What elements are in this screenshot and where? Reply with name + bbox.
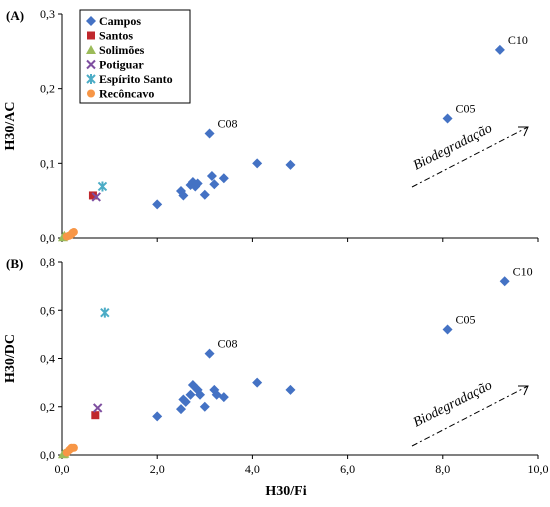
x-tick-label: 0,0 bbox=[55, 462, 70, 476]
legend-label: Potiguar bbox=[99, 58, 144, 72]
data-point bbox=[69, 228, 78, 237]
legend-box bbox=[79, 9, 191, 104]
point-annotation: C05 bbox=[456, 313, 476, 327]
x-tick-label: 8,0 bbox=[435, 462, 450, 476]
chart-panel-b: 0,0 0,2 0,4 0,6 0,8 0,0 2,0 4,0 6,0 8,0 10,0 (B) H30… bbox=[3, 255, 549, 499]
series-santos bbox=[91, 411, 100, 420]
data-point bbox=[204, 348, 215, 359]
x-tick-label: 10,0 bbox=[528, 462, 549, 476]
series-santos bbox=[88, 191, 97, 200]
series-reconcavo bbox=[62, 228, 78, 241]
series-campos bbox=[152, 44, 505, 210]
trend-arrow-line bbox=[411, 126, 529, 188]
trend-arrow-head bbox=[518, 126, 529, 137]
y-tick-label: 0,3 bbox=[40, 7, 55, 21]
data-point bbox=[192, 178, 203, 189]
data-point bbox=[252, 158, 263, 169]
y-tick-label: 0,2 bbox=[40, 400, 55, 414]
legend-marker bbox=[86, 59, 96, 70]
legend-label: Recôncavo bbox=[99, 87, 154, 101]
y-tick-label: 0,4 bbox=[40, 352, 55, 366]
data-point bbox=[195, 389, 206, 400]
legend-marker bbox=[87, 89, 95, 98]
x-axis-label: H30/Fi bbox=[265, 484, 306, 499]
series-potiguar bbox=[91, 192, 101, 202]
series-campos bbox=[152, 276, 510, 422]
data-point bbox=[100, 307, 110, 318]
y-axis-label: H30/AC bbox=[3, 102, 18, 151]
series-potiguar bbox=[92, 403, 103, 413]
panel-label: (B) bbox=[6, 256, 23, 271]
data-point bbox=[176, 404, 186, 415]
data-point bbox=[152, 199, 163, 210]
legend-label: Campos bbox=[99, 14, 141, 28]
data-point bbox=[97, 181, 108, 192]
data-point bbox=[199, 189, 210, 200]
data-point bbox=[499, 276, 510, 287]
y-tick-label: 0,2 bbox=[40, 82, 55, 96]
legend-marker bbox=[86, 45, 96, 54]
data-point bbox=[185, 389, 196, 400]
data-point bbox=[206, 171, 217, 182]
panel-label: (A) bbox=[6, 8, 24, 23]
y-tick-label: 0,0 bbox=[40, 448, 55, 462]
data-point bbox=[209, 179, 220, 190]
data-point bbox=[178, 190, 189, 201]
x-tick-label: 2,0 bbox=[150, 462, 165, 476]
legend-marker bbox=[86, 74, 96, 84]
data-point bbox=[88, 191, 97, 200]
series-reconcavo bbox=[62, 443, 78, 457]
data-point bbox=[92, 403, 103, 413]
point-annotation: C08 bbox=[218, 337, 238, 351]
trend-arrow-line bbox=[411, 385, 529, 447]
trend-arrow-head bbox=[518, 385, 529, 396]
data-point bbox=[69, 443, 78, 452]
y-axis-label: H30/DC bbox=[3, 334, 18, 383]
y-tick-label: 0,8 bbox=[40, 255, 55, 269]
legend-marker bbox=[86, 16, 96, 26]
x-tick-label: 4,0 bbox=[245, 462, 260, 476]
data-point bbox=[285, 159, 296, 170]
point-annotation: C08 bbox=[218, 116, 238, 130]
legend-marker bbox=[87, 31, 95, 40]
data-point bbox=[199, 401, 210, 412]
data-point bbox=[494, 44, 505, 55]
data-point bbox=[285, 384, 296, 395]
data-point bbox=[218, 392, 229, 403]
y-tick-label: 0,1 bbox=[40, 156, 55, 170]
point-annotation: C10 bbox=[513, 264, 533, 278]
legend-label: Santos bbox=[99, 29, 133, 43]
point-annotation: C05 bbox=[456, 102, 476, 116]
data-point bbox=[91, 411, 100, 420]
data-point bbox=[152, 411, 163, 422]
data-point bbox=[252, 377, 263, 388]
x-tick-label: 6,0 bbox=[340, 462, 355, 476]
data-point bbox=[442, 324, 453, 335]
y-tick-label: 0,0 bbox=[40, 231, 55, 245]
data-point bbox=[91, 192, 101, 202]
data-point bbox=[204, 128, 215, 139]
data-point bbox=[218, 173, 229, 184]
series-esp-rito-santo bbox=[100, 307, 110, 318]
data-point bbox=[442, 113, 453, 124]
point-annotation: C10 bbox=[508, 33, 528, 47]
data-point bbox=[180, 396, 191, 407]
series-esp-rito-santo bbox=[97, 181, 108, 192]
y-tick-label: 0,6 bbox=[40, 303, 55, 317]
legend-label: Solimões bbox=[99, 43, 145, 57]
legend-label: Espírito Santo bbox=[99, 72, 173, 86]
trend-label: Biodegradação bbox=[411, 378, 495, 431]
